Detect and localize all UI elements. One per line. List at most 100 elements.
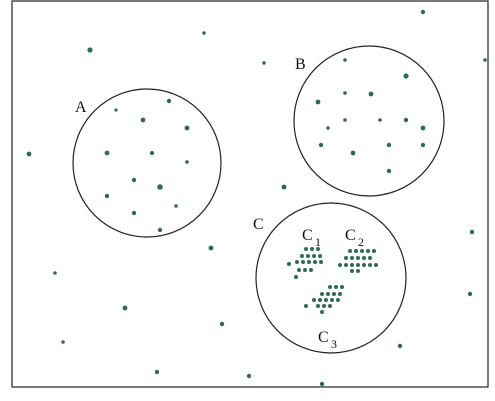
data-point xyxy=(318,142,324,148)
data-point xyxy=(312,254,316,258)
data-point xyxy=(322,304,326,308)
data-point xyxy=(320,310,324,314)
data-point xyxy=(61,340,65,344)
label-c3-sub: 3 xyxy=(331,337,337,351)
data-point xyxy=(403,73,409,79)
data-point xyxy=(313,260,317,264)
data-point xyxy=(350,150,356,156)
data-point xyxy=(53,271,57,275)
data-point xyxy=(166,98,172,104)
data-point xyxy=(372,249,376,253)
data-point xyxy=(334,285,338,289)
data-point xyxy=(374,263,378,267)
data-point xyxy=(338,292,342,296)
data-point xyxy=(304,247,308,251)
data-point xyxy=(262,61,266,65)
data-point xyxy=(343,58,347,62)
data-point xyxy=(356,263,360,267)
data-point xyxy=(294,275,298,279)
label-c1-main: C xyxy=(302,227,313,244)
data-point xyxy=(310,247,314,251)
data-point xyxy=(368,263,372,267)
data-point xyxy=(344,256,348,260)
label-c3: C 3 xyxy=(318,329,337,351)
data-point xyxy=(131,210,137,216)
diagram-frame xyxy=(11,0,489,388)
data-point xyxy=(309,268,313,272)
data-point xyxy=(332,292,336,296)
data-point xyxy=(350,269,354,273)
label-c3-main: C xyxy=(318,329,329,346)
data-point xyxy=(356,269,360,273)
data-point xyxy=(300,254,304,258)
data-point xyxy=(184,125,190,131)
data-point xyxy=(350,263,354,267)
label-a: A xyxy=(75,99,87,116)
data-point xyxy=(354,249,358,253)
label-c2: C 2 xyxy=(345,227,364,249)
label-b: B xyxy=(295,56,306,73)
data-point xyxy=(316,247,320,251)
data-point xyxy=(149,150,155,156)
data-point xyxy=(319,260,323,264)
data-point xyxy=(131,177,137,183)
data-point xyxy=(348,249,352,253)
label-c: C xyxy=(253,216,264,233)
data-point xyxy=(360,249,364,253)
data-point xyxy=(297,268,301,272)
data-point xyxy=(315,99,321,105)
data-point xyxy=(420,125,426,131)
data-point xyxy=(219,321,225,327)
data-point xyxy=(343,118,347,122)
data-point xyxy=(185,160,189,164)
data-point xyxy=(340,285,344,289)
data-point xyxy=(157,227,163,233)
label-c1: C 1 xyxy=(302,227,321,249)
data-point xyxy=(208,245,214,251)
data-point xyxy=(157,184,163,190)
cluster-a-circle xyxy=(72,88,222,238)
data-point xyxy=(319,381,325,387)
data-point xyxy=(306,254,310,258)
data-point xyxy=(336,298,340,302)
data-point xyxy=(420,142,426,148)
label-c1-sub: 1 xyxy=(315,235,321,249)
data-point xyxy=(467,291,473,297)
data-point xyxy=(295,260,299,264)
data-point xyxy=(318,254,322,258)
data-point xyxy=(378,118,382,122)
data-point xyxy=(301,260,305,264)
data-point xyxy=(174,204,178,208)
label-c2-sub: 2 xyxy=(358,235,364,249)
data-point xyxy=(368,256,372,260)
data-point xyxy=(368,91,374,97)
data-point xyxy=(122,305,128,311)
data-point xyxy=(420,9,426,15)
data-point xyxy=(303,268,307,272)
data-point xyxy=(324,298,328,302)
data-point xyxy=(386,168,392,174)
data-point xyxy=(154,369,160,375)
data-point xyxy=(344,263,348,267)
data-point xyxy=(483,58,487,62)
data-point xyxy=(356,256,360,260)
data-point xyxy=(312,298,316,302)
data-point xyxy=(328,285,332,289)
data-point xyxy=(114,108,118,112)
data-point xyxy=(26,151,32,157)
data-point xyxy=(304,304,308,308)
data-point xyxy=(362,263,366,267)
data-point xyxy=(87,47,93,53)
data-point xyxy=(350,256,354,260)
data-point xyxy=(320,292,324,296)
data-point xyxy=(202,31,206,35)
data-point xyxy=(104,150,110,156)
data-point xyxy=(397,343,403,349)
data-point xyxy=(246,373,252,379)
data-point xyxy=(281,184,287,190)
data-point xyxy=(318,298,322,302)
data-point xyxy=(307,260,311,264)
data-point xyxy=(362,256,366,260)
data-point xyxy=(386,142,392,148)
